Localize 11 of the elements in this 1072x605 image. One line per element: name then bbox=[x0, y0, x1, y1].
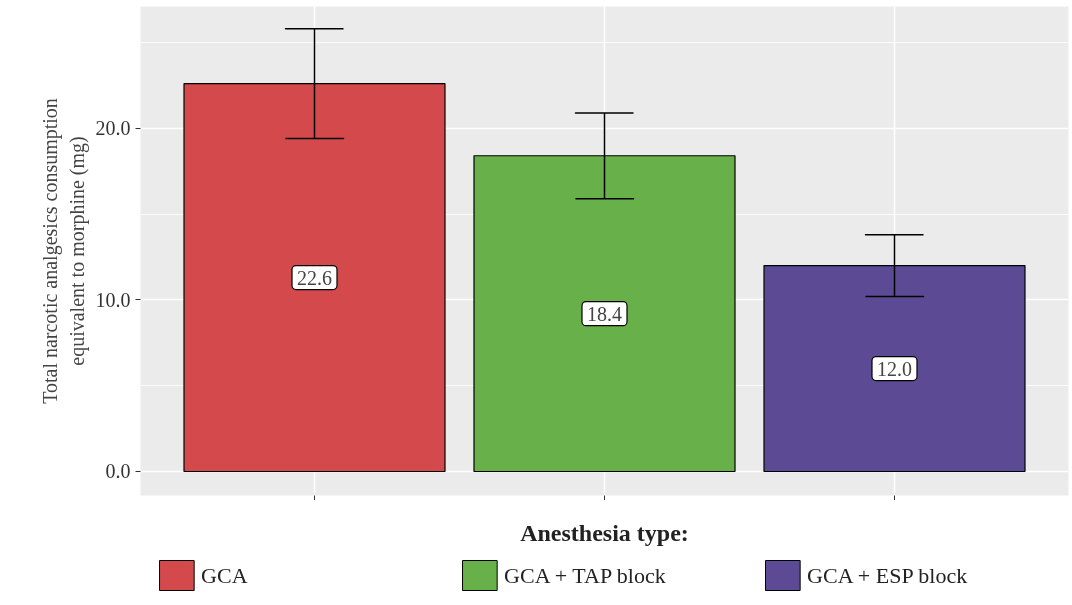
legend-label: GCA + ESP block bbox=[807, 563, 968, 588]
y-axis-title: Total narcotic analgesics consumption equivalent to morphine (mg) bbox=[39, 98, 89, 404]
data-label: 22.6 bbox=[297, 266, 332, 289]
y-tick-label: 0.0 bbox=[105, 460, 131, 483]
y-tick-label: 20.0 bbox=[95, 117, 131, 140]
legend-title: Anesthesia type: bbox=[520, 519, 689, 546]
data-label: 12.0 bbox=[877, 357, 912, 380]
legend-label: GCA + TAP block bbox=[504, 563, 666, 588]
data-label: 18.4 bbox=[587, 302, 622, 325]
legend-label: GCA bbox=[201, 563, 248, 588]
y-tick-label: 10.0 bbox=[95, 288, 131, 311]
